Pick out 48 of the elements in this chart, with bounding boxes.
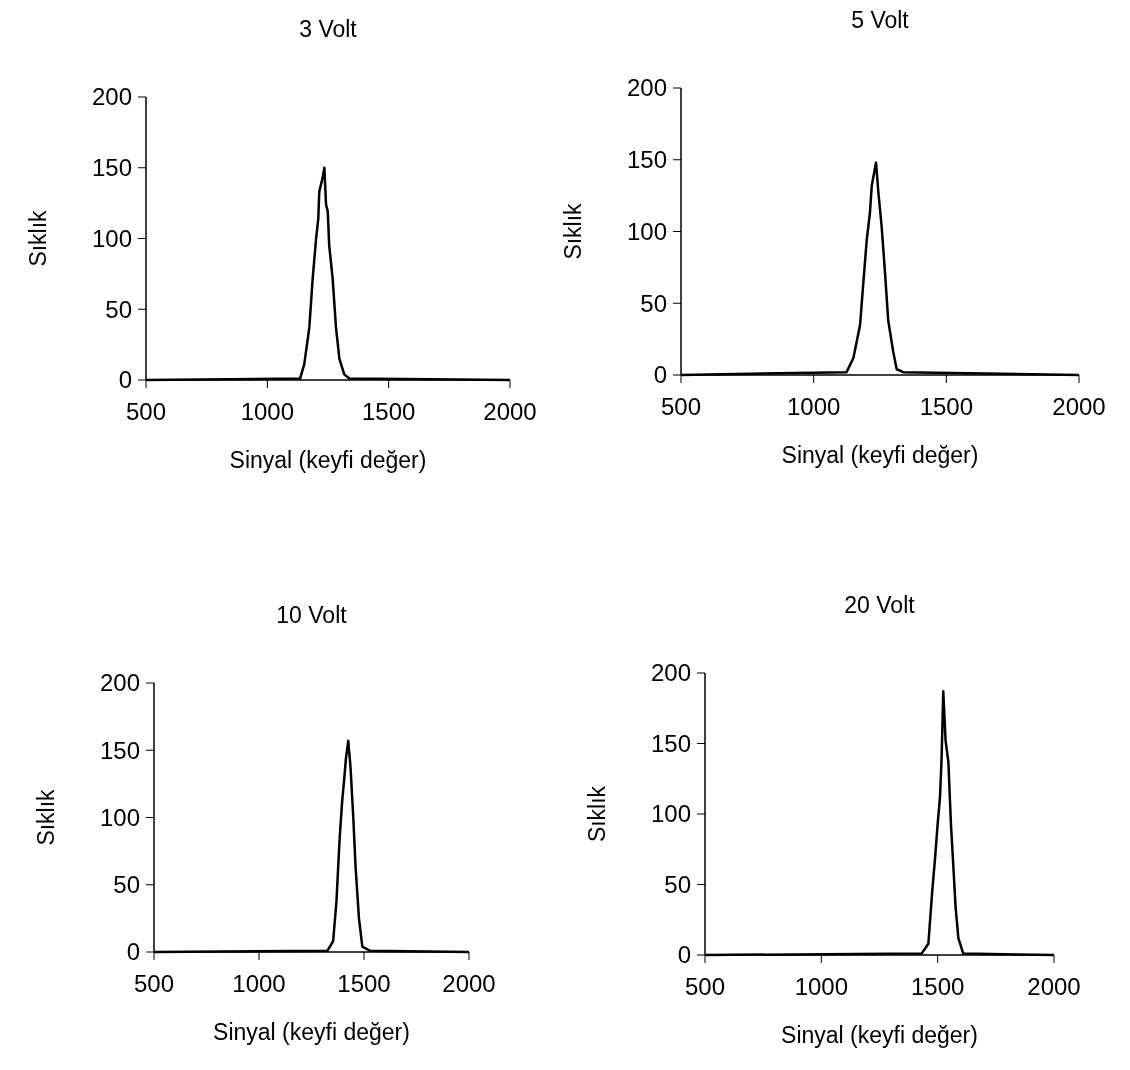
y-tick-label: 0 xyxy=(677,941,691,969)
x-tick-label: 500 xyxy=(133,970,175,997)
y-tick-label: 150 xyxy=(650,729,691,757)
x-axis-title: Sinyal (keyfi değer) xyxy=(229,447,427,473)
x-tick-label: 500 xyxy=(660,393,702,420)
y-tick-label: 50 xyxy=(664,870,691,898)
y-tick-label: 100 xyxy=(650,800,691,828)
x-tick-label: 500 xyxy=(684,973,726,1000)
x-tick-label: 2000 xyxy=(442,970,496,997)
y-axis-title: Sıklık xyxy=(33,788,59,846)
y-tick-label: 50 xyxy=(640,289,667,317)
x-tick-label: 1500 xyxy=(910,973,965,1000)
x-tick-label: 1000 xyxy=(794,973,849,1000)
y-tick-label: 50 xyxy=(105,295,132,323)
y-tick-label: 50 xyxy=(113,871,140,899)
x-tick-label: 1000 xyxy=(240,398,295,425)
x-axis-title: Sinyal (keyfi değer) xyxy=(781,442,979,468)
x-tick-label: 1500 xyxy=(361,398,416,425)
x-tick-label: 1500 xyxy=(919,393,974,420)
x-tick-label: 1000 xyxy=(786,393,841,420)
chart-title: 10 Volt xyxy=(276,602,348,628)
y-axis-title: Sıklık xyxy=(25,209,51,267)
y-axis-title: Sıklık xyxy=(584,785,610,843)
y-tick-label: 150 xyxy=(91,154,132,182)
y-tick-label: 100 xyxy=(626,217,667,245)
chart-title: 20 Volt xyxy=(844,592,916,618)
y-tick-label: 200 xyxy=(626,74,667,102)
y-tick-label: 0 xyxy=(118,366,132,394)
y-tick-label: 200 xyxy=(91,83,132,111)
x-tick-label: 500 xyxy=(125,398,167,425)
x-axis-title: Sinyal (keyfi değer) xyxy=(213,1019,410,1045)
y-tick-label: 200 xyxy=(99,669,140,697)
y-tick-label: 100 xyxy=(99,803,140,831)
x-tick-label: 2000 xyxy=(1052,393,1106,420)
y-tick-label: 150 xyxy=(626,146,667,174)
chart-title: 5 Volt xyxy=(851,7,910,33)
x-tick-label: 2000 xyxy=(1027,973,1081,1000)
y-tick-label: 150 xyxy=(99,736,140,764)
y-axis-title: Sıklık xyxy=(560,202,586,260)
x-axis-title: Sinyal (keyfi değer) xyxy=(781,1022,978,1048)
y-tick-label: 0 xyxy=(653,361,667,389)
y-tick-label: 200 xyxy=(650,659,691,687)
chart-title: 3 Volt xyxy=(299,16,358,42)
y-tick-label: 0 xyxy=(126,938,140,966)
x-tick-label: 2000 xyxy=(483,398,537,425)
x-tick-label: 1500 xyxy=(337,970,391,997)
y-tick-label: 100 xyxy=(91,224,132,252)
x-tick-label: 1000 xyxy=(232,970,286,997)
